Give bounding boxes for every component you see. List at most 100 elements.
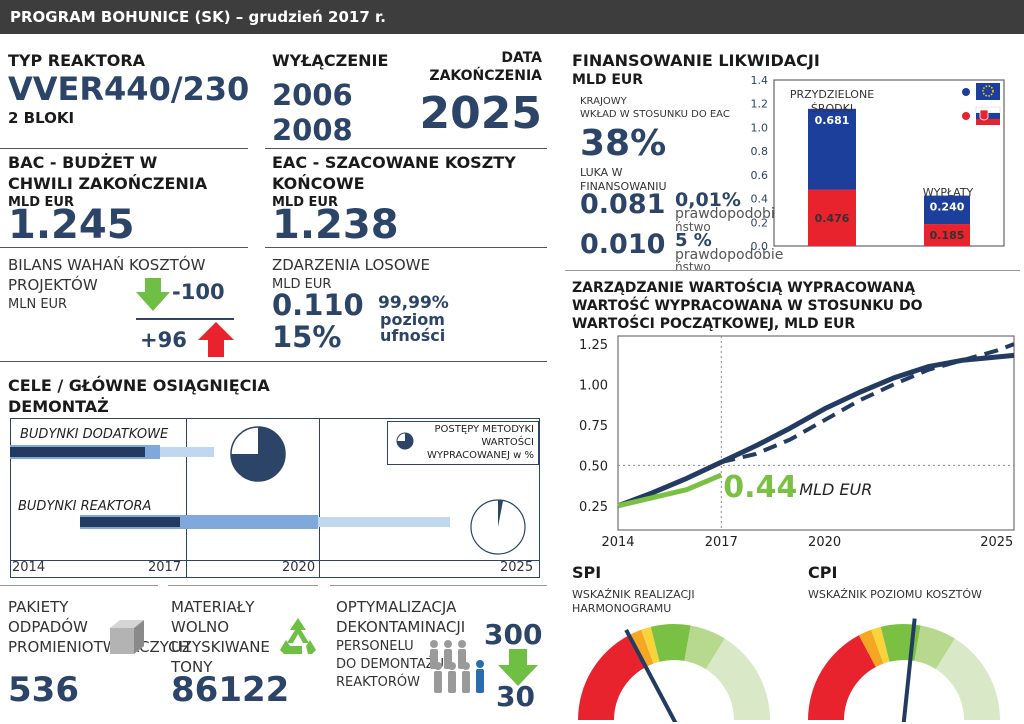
reactor-label: TYP REAKTORA <box>8 51 146 70</box>
gauge-segment-3 <box>871 626 890 664</box>
gauge-segment-1 <box>808 635 876 720</box>
series-line-1 <box>617 352 1015 509</box>
eac-value: 1.238 <box>272 202 399 248</box>
optim-to: 30 <box>496 680 535 713</box>
gauge-segment-3 <box>641 626 660 664</box>
gauge-segment-1 <box>578 635 646 720</box>
arrow-up-icon <box>198 322 234 357</box>
goals-axis-2020: 2020 <box>282 560 316 575</box>
gap2-pct: 5 % <box>675 230 712 251</box>
gauge-segment-4 <box>650 624 691 662</box>
variance-label-2: PROJEKTÓW <box>8 276 98 294</box>
bar-1-label-2: ŚRODKI <box>811 102 853 115</box>
bar-2-eu-label: 0.240 <box>930 201 965 214</box>
y-tick-label: 0.75 <box>579 419 608 434</box>
goals-row-1-label: BUDYNKI DODATKOWE <box>20 427 169 442</box>
plot-frame <box>617 335 1015 531</box>
waste-value: 536 <box>8 670 79 710</box>
y-tick-label: 0.25 <box>579 500 608 515</box>
goals-row-2-label: BUDYNKI REAKTORA <box>18 499 152 514</box>
y-tick-label: 1.4 <box>751 74 769 87</box>
gauge-segment-5 <box>684 625 725 670</box>
gap2-value: 0.010 <box>580 229 666 260</box>
finance-unit: MLD EUR <box>572 72 644 88</box>
y-tick-label: 1.2 <box>751 98 769 111</box>
gap-label-1: LUKA W <box>580 166 623 179</box>
materials-label-3: UZYSKIWANE <box>171 638 270 656</box>
bar-2-eu <box>924 195 970 225</box>
reactor-type: VVER440/230 <box>8 70 250 108</box>
variance-label-1: BILANS WAHAŃ KOSZTÓW <box>8 256 206 274</box>
waste-label-3: PROMIENIOTWÓRCZYCH <box>8 638 190 656</box>
risk-value: 0.110 <box>272 288 364 322</box>
risk-confidence-3: ufności <box>380 326 446 345</box>
recycle-icon <box>280 618 316 654</box>
national-label-2: WKŁAD W STOSUNKU DO EAC <box>580 109 730 120</box>
goals-axis-2025: 2025 <box>500 560 534 575</box>
shutdown-label: WYŁĄCZENIE <box>272 51 389 70</box>
bar-1-eu <box>808 108 856 190</box>
people-icon <box>430 640 484 693</box>
eu-flag-icon <box>976 83 1000 100</box>
goals-row-2-progress <box>80 517 180 527</box>
shutdown-year-1: 2006 <box>272 78 353 112</box>
bar-1-sk-label: 0.476 <box>815 212 850 225</box>
waste-label-1: PAKIETY <box>8 598 69 616</box>
national-value: 38% <box>580 123 667 164</box>
ev-value: 0.44 <box>723 470 797 505</box>
bar-2-label: WYPŁATY <box>923 186 974 199</box>
spi-sub-2: HARMONOGRAMU <box>572 602 672 615</box>
bar-1-label-1: PRZYDZIELONE <box>790 88 874 101</box>
bar-1-sk <box>808 189 856 246</box>
variance-up: +96 <box>140 328 187 352</box>
optim-label-2: DEKONTAMINACJI <box>336 618 466 636</box>
x-tick-label: 2020 <box>808 535 841 550</box>
waste-label-2: ODPADÓW <box>8 618 88 636</box>
y-tick-label: 1.25 <box>579 338 608 353</box>
reactor-units: 2 BLOKI <box>8 109 75 127</box>
legend-dot-sk <box>962 112 970 120</box>
goals-legend-1: POSTĘPY METODYKI <box>434 424 534 435</box>
goals-legend-3: WYPRACOWANEJ w % <box>426 450 534 461</box>
gap2-prob-2: ństwo <box>675 260 711 274</box>
y-tick-label: 0.0 <box>751 240 769 253</box>
materials-label-2: WOLNO <box>171 618 230 636</box>
goals-axis-2017: 2017 <box>148 560 182 575</box>
goals-axis-2014: 2014 <box>12 560 46 575</box>
optim-sub-2: DO DEMONTAŻU <box>336 657 445 672</box>
risk-confidence-2: poziom <box>380 310 445 329</box>
bar-2-sk-label: 0.185 <box>930 229 965 242</box>
gap1-prob-2: ństwo <box>675 220 711 234</box>
y-tick-label: 0.2 <box>751 216 769 229</box>
cpi-gauge <box>808 618 1000 722</box>
materials-label-4: TONY <box>171 658 213 676</box>
gauge-segment-5 <box>914 625 955 670</box>
goals-row-1-progress <box>10 447 145 457</box>
bac-label-2: CHWILI ZAKOŃCZENIA <box>8 174 208 193</box>
cpi-sub: WSKAŹNIK POZIOMU KOSZTÓW <box>808 588 982 601</box>
gap1-value: 0.081 <box>580 189 666 220</box>
bar-2-sk <box>924 224 970 246</box>
ev-value-unit: MLD EUR <box>799 480 872 499</box>
ev-title-3: WARTOŚCI POCZĄTKOWEJ, MLD EUR <box>572 316 856 332</box>
gauge-needle <box>901 618 917 722</box>
goals-row-2-pie <box>470 499 526 555</box>
eac-label-2: KOŃCOWE <box>272 174 365 193</box>
optim-sub-1: PERSONELU <box>336 639 414 654</box>
materials-label-1: MATERIAŁY <box>171 598 255 616</box>
ev-title-2: WARTOŚĆ WYPRACOWANA W STOSUNKU DO <box>572 298 923 314</box>
y-tick-label: 0.50 <box>579 459 608 474</box>
sk-flag-icon <box>975 106 1001 125</box>
gap1-pct: 0,01% <box>675 189 741 211</box>
y-tick-label: 1.0 <box>751 121 769 134</box>
bar-1-eu-label: 0.681 <box>815 114 850 127</box>
x-tick-label: 2017 <box>705 535 738 550</box>
goals-title-1: CELE / GŁÓWNE OSIĄGNIĘCIA <box>8 376 270 395</box>
gauge-segment-6 <box>935 638 1000 720</box>
risk-confidence-1: 99,99% <box>378 293 449 313</box>
page-header: PROGRAM BOHUNICE (SK) – grudzień 2017 r. <box>0 0 1024 34</box>
bac-unit: MLD EUR <box>8 195 74 210</box>
spi-title: SPI <box>572 563 602 582</box>
materials-value: 86122 <box>171 670 290 710</box>
y-tick-label: 0.4 <box>751 193 769 206</box>
